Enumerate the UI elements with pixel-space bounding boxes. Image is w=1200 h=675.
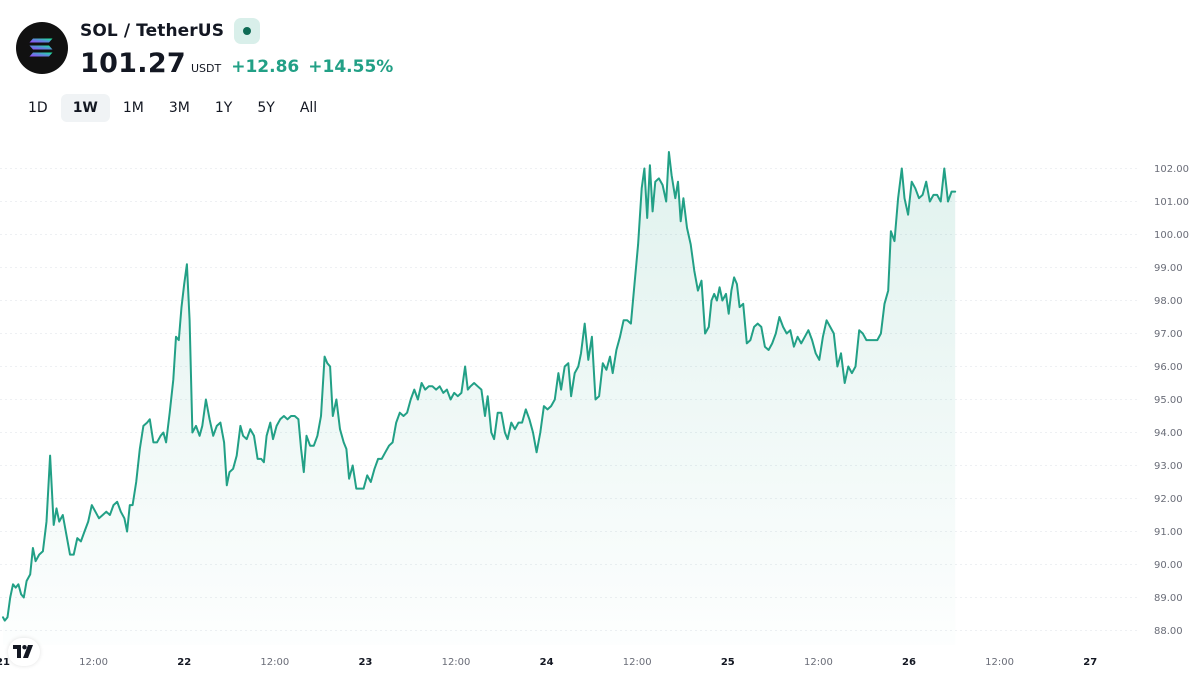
price-tick-label: 96.00 (1154, 362, 1183, 373)
price-tick-label: 91.00 (1154, 527, 1183, 538)
time-tick-label: 12:00 (985, 657, 1014, 668)
range-1w-button[interactable]: 1W (60, 94, 110, 122)
date-tick-label: 22 (177, 657, 191, 668)
price-currency: USDT (191, 62, 222, 75)
solana-logo-icon (16, 22, 68, 74)
range-1d-button[interactable]: 1D (28, 100, 48, 116)
price-tick-label: 92.00 (1154, 494, 1183, 505)
range-all-button[interactable]: All (299, 100, 318, 116)
time-axis: 21 12:00 22 12:00 23 12:00 24 12:00 25 12:00 26 12:… (0, 657, 1097, 668)
market-status-icon[interactable] (234, 18, 261, 44)
price-series (2, 151, 957, 645)
price-tick-label: 90.00 (1154, 560, 1183, 571)
price-area-fill (3, 152, 956, 645)
tradingview-logo-icon[interactable] (8, 638, 40, 666)
time-tick-label: 12:00 (79, 657, 108, 668)
price-change: +12.86 (231, 57, 300, 77)
date-tick-label: 24 (540, 657, 554, 668)
price-tick-label: 93.00 (1154, 461, 1183, 472)
price-line (2, 151, 957, 622)
price-axis: 88.00 89.00 90.00 91.00 92.00 93.00 94.00 95.00… (1154, 164, 1189, 637)
price-tick-label: 99.00 (1154, 263, 1183, 274)
range-5y-button[interactable]: 5Y (257, 100, 275, 116)
price-change-percent: +14.55% (308, 57, 394, 77)
price-tick-label: 97.00 (1154, 329, 1183, 340)
time-tick-label: 12:00 (804, 657, 833, 668)
last-price: 101.27 (80, 48, 186, 79)
pair-name[interactable]: SOL / TetherUS (80, 21, 225, 41)
price-tick-label: 95.00 (1154, 395, 1183, 406)
price-tick-label: 89.00 (1154, 593, 1183, 604)
time-tick-label: 12:00 (442, 657, 471, 668)
price-tick-label: 100.00 (1154, 230, 1189, 241)
date-tick-label: 21 (0, 657, 10, 668)
range-1m-button[interactable]: 1M (122, 100, 144, 116)
date-tick-label: 25 (721, 657, 735, 668)
price-tick-label: 102.00 (1154, 164, 1189, 175)
time-range-selector: 1D 1W 1M 3M 1Y 5Y All (16, 94, 330, 122)
range-1y-button[interactable]: 1Y (214, 100, 233, 116)
range-3m-button[interactable]: 3M (168, 100, 190, 116)
date-tick-label: 23 (358, 657, 372, 668)
date-tick-label: 27 (1083, 657, 1097, 668)
price-tick-label: 88.00 (1154, 626, 1183, 637)
price-tick-label: 98.00 (1154, 296, 1183, 307)
time-tick-label: 12:00 (260, 657, 289, 668)
price-tick-label: 94.00 (1154, 428, 1183, 439)
status-dot (243, 27, 252, 35)
price-tick-label: 101.00 (1154, 197, 1189, 208)
time-tick-label: 12:00 (623, 657, 652, 668)
date-tick-label: 26 (902, 657, 916, 668)
